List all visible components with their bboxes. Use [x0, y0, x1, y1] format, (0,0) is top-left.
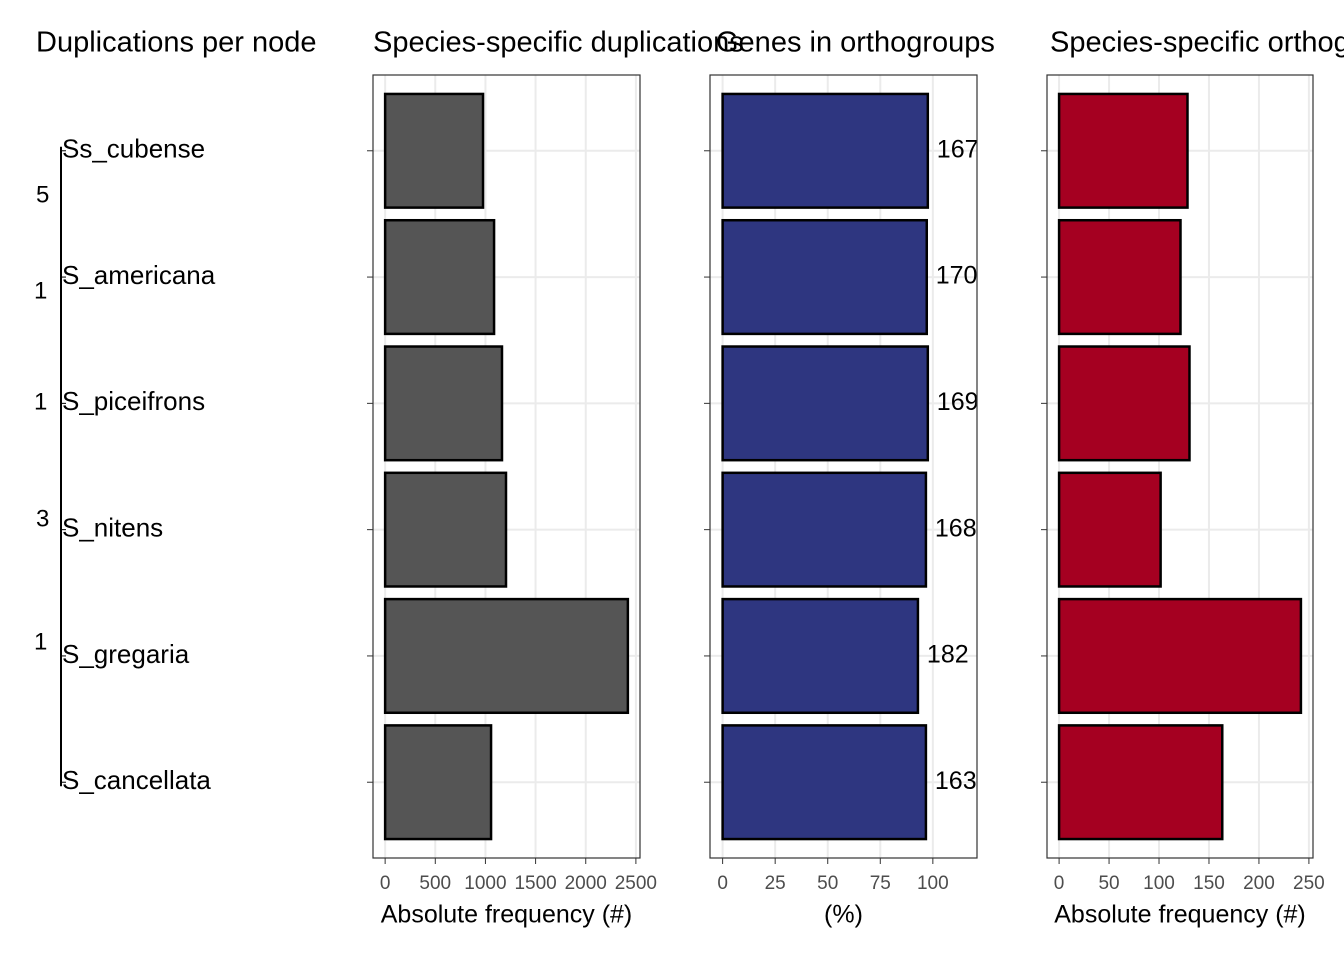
panel-border [372, 74, 641, 859]
bar [721, 471, 928, 588]
panel-title: Species-specific duplications [373, 27, 744, 59]
species-label: S_gregaria [62, 639, 190, 669]
bar-text: 169 [937, 388, 979, 416]
x-axis-label: Absolute frequency (#) [381, 901, 633, 929]
species-label: S_piceifrons [62, 386, 205, 416]
bar-text: 163 [935, 767, 977, 795]
bar [721, 218, 929, 336]
x-tick-label: 75 [870, 873, 891, 894]
panel-border [1046, 74, 1314, 859]
x-tick-label: 1500 [514, 873, 556, 894]
bar [1057, 597, 1303, 715]
panel-title: Duplications per node [36, 27, 317, 59]
x-tick-label: 0 [1054, 873, 1065, 894]
x-tick-label: 0 [380, 873, 391, 894]
node-label: 5 [36, 181, 49, 208]
bar [721, 597, 920, 715]
bar [383, 597, 630, 715]
bar [721, 345, 930, 462]
x-tick-label: 50 [817, 873, 838, 894]
node-label: 1 [34, 628, 47, 655]
bar [383, 92, 485, 209]
x-tick-label: 250 [1293, 873, 1325, 894]
x-tick-label: 500 [419, 873, 451, 894]
x-tick-label: 50 [1098, 873, 1119, 894]
bar-text: 182 [927, 641, 969, 669]
bar [1057, 724, 1224, 841]
bar [1057, 471, 1162, 588]
bar [383, 471, 508, 588]
node-label: 3 [36, 505, 49, 532]
bar-text: 170 [936, 262, 978, 290]
bar [721, 92, 930, 209]
x-tick-label: 25 [765, 873, 786, 894]
x-axis-label: (%) [824, 901, 863, 929]
bar [1057, 92, 1189, 209]
node-label: 1 [34, 277, 47, 304]
species-label: S_cancellata [62, 765, 211, 795]
x-tick-label: 1000 [464, 873, 506, 894]
bar [383, 218, 496, 336]
x-tick-label: 100 [1143, 873, 1175, 894]
bar-text: 168 [935, 514, 977, 542]
node-label: 1 [34, 388, 47, 415]
x-tick-label: 100 [917, 873, 949, 894]
x-tick-label: 0 [717, 873, 728, 894]
bar [383, 724, 493, 841]
bar [1057, 345, 1191, 462]
panel-border [709, 74, 978, 859]
panel-title: Species-specific orthogroups [1050, 27, 1344, 59]
species-label: Ss_cubense [62, 134, 205, 164]
x-tick-label: 200 [1243, 873, 1275, 894]
x-tick-label: 150 [1193, 873, 1225, 894]
panel-title: Genes in orthogroups [716, 27, 995, 59]
x-tick-label: 2000 [565, 873, 607, 894]
x-tick-label: 2500 [615, 873, 657, 894]
bar [383, 345, 504, 462]
bar [1057, 218, 1182, 336]
x-axis-label: Absolute frequency (#) [1054, 901, 1306, 929]
bar [721, 724, 928, 841]
species-label: S_americana [62, 260, 216, 290]
species-label: S_nitens [62, 513, 163, 543]
bar-text: 167 [937, 135, 979, 163]
